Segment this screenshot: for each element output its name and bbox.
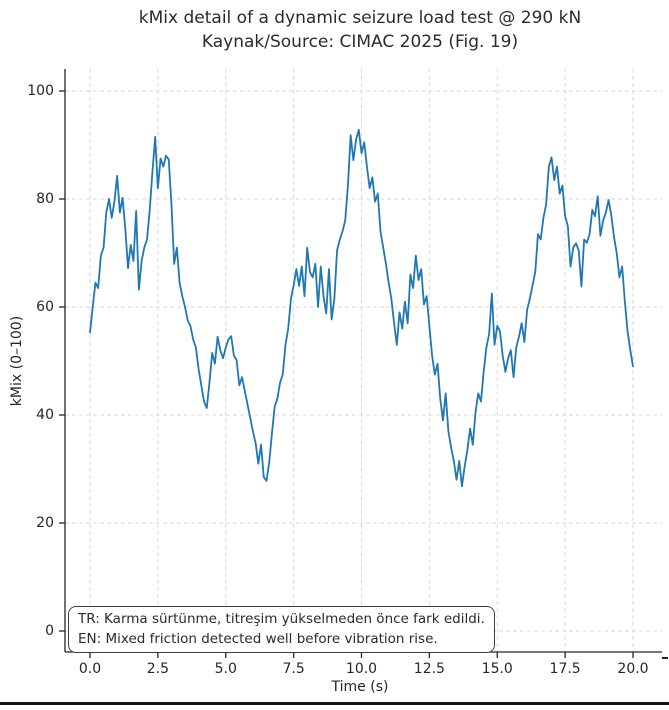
x-tick-label: 2.5	[146, 661, 169, 677]
kmix-signal-line	[89, 128, 634, 488]
annotation-box: TR: Karma sürtünme, titreşim yükselmeden…	[68, 606, 495, 653]
y-tick-label: 20	[36, 515, 54, 531]
x-tick-label: 20.0	[617, 661, 649, 677]
annotation-line-en: EN: Mixed friction detected well before …	[78, 631, 438, 648]
y-tick-label: 40	[36, 407, 54, 423]
chart-title-block: kMix detail of a dynamic seizure load te…	[58, 7, 662, 55]
chart-title: kMix detail of a dynamic seizure load te…	[138, 8, 582, 28]
x-tick-label: 7.5	[282, 661, 305, 677]
y-tick-label: 60	[36, 299, 54, 315]
x-tick-label: 17.5	[549, 661, 581, 677]
x-tick-label: 0.0	[78, 661, 102, 677]
y-tick-label: 0	[45, 623, 54, 639]
clipped-tick-mark	[662, 657, 668, 659]
x-tick-label: 12.5	[413, 661, 445, 677]
chart-subtitle: Kaynak/Source: CIMAC 2025 (Fig. 19)	[201, 31, 519, 52]
x-tick-label: 15.0	[481, 661, 513, 677]
window-bottom-border	[0, 702, 669, 705]
x-tick-label: 10.0	[345, 661, 378, 677]
grid-lines	[65, 69, 662, 652]
y-axis-label: kMix (0–100)	[9, 315, 25, 407]
axis-ticks	[59, 90, 634, 658]
y-tick-label: 80	[36, 191, 54, 207]
x-tick-label: 5.0	[214, 661, 237, 677]
axis-spines	[64, 69, 662, 653]
y-tick-label: 100	[27, 83, 54, 99]
x-axis-label: Time (s)	[331, 679, 389, 695]
annotation-line-tr: TR: Karma sürtünme, titreşim yükselmeden…	[78, 611, 485, 627]
